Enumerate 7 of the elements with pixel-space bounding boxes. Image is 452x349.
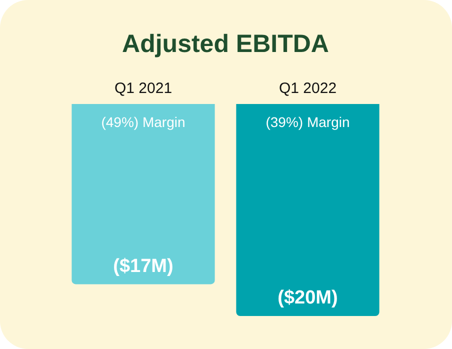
annotation: (49%) Margin [101,114,186,130]
data-label: ($20M) [278,288,338,309]
x-tick-label: Q1 2022 [278,80,337,98]
x-tick-label: Q1 2021 [114,80,172,98]
annotation: (39%) Margin [266,114,350,130]
data-label: ($17M) [113,256,174,277]
chart-title: Adjusted EBITDA [122,30,329,58]
